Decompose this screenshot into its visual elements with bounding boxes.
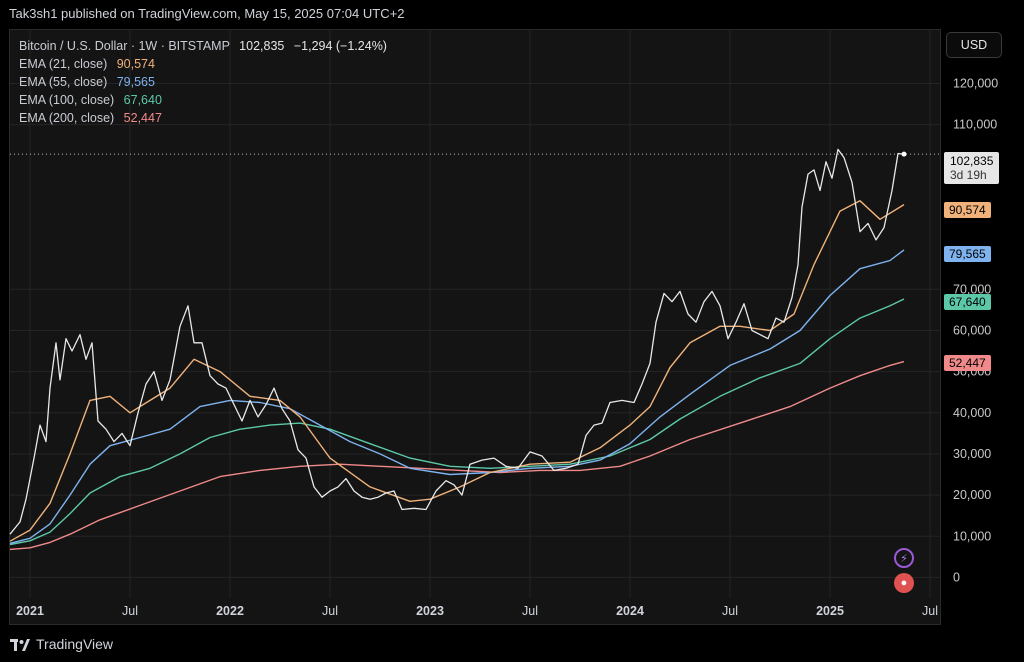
x-tick-label: Jul — [522, 604, 538, 618]
ema100-label: EMA (100, close) — [19, 93, 115, 107]
legend-ema21[interactable]: EMA (21, close) 90,574 — [19, 55, 387, 73]
y-tick-label: 110,000 — [953, 118, 997, 132]
y-tick-label: 120,000 — [953, 77, 998, 91]
y-tick-label: 40,000 — [953, 406, 991, 420]
x-tick-label: Jul — [122, 604, 138, 618]
x-tick-label: Jul — [322, 604, 338, 618]
x-tick-label: 2023 — [416, 604, 444, 618]
x-tick-label: 2025 — [816, 604, 844, 618]
tradingview-logo-icon — [10, 638, 30, 651]
publisher-line: Tak3sh1 published on TradingView.com, Ma… — [9, 6, 405, 21]
y-tick-label: 60,000 — [953, 323, 991, 337]
x-tick-label: Jul — [722, 604, 738, 618]
legend-ema200[interactable]: EMA (200, close) 52,447 — [19, 109, 387, 127]
x-tick-label: 2024 — [616, 604, 644, 618]
y-tick-label: 10,000 — [953, 529, 991, 543]
legend-ema55[interactable]: EMA (55, close) 79,565 — [19, 73, 387, 91]
series-line-price — [9, 148, 905, 535]
ema100-value: 67,640 — [123, 93, 162, 107]
series-line-ema55 — [9, 249, 905, 544]
ema200-value: 52,447 — [123, 111, 162, 125]
y-tick-label: 0 — [953, 570, 960, 584]
ema55-tag: 79,565 — [944, 246, 991, 262]
series-line-ema100 — [9, 298, 905, 546]
y-tick-label: 20,000 — [953, 488, 991, 502]
ema200-tag: 52,447 — [944, 355, 991, 371]
ema200-label: EMA (200, close) — [19, 111, 115, 125]
series-line-ema21 — [9, 200, 905, 542]
price-tag-value: 102,835 — [950, 154, 994, 168]
tradingview-brand: TradingView — [36, 636, 114, 652]
ema21-label: EMA (21, close) — [19, 57, 108, 71]
currency-button[interactable]: USD — [946, 32, 1002, 58]
ema55-value: 79,565 — [116, 75, 155, 89]
ema21-tag: 90,574 — [944, 202, 991, 218]
symbol-label: Bitcoin / U.S. Dollar · 1W · BITSTAMP — [19, 39, 230, 53]
price-tag-countdown: 3d 19h — [950, 168, 987, 182]
last-price-dot — [901, 151, 907, 157]
legend-main[interactable]: Bitcoin / U.S. Dollar · 1W · BITSTAMP 10… — [19, 37, 387, 55]
series-line-ema200 — [9, 360, 905, 551]
y-tick-label: 30,000 — [953, 447, 991, 461]
ema55-label: EMA (55, close) — [19, 75, 108, 89]
chart-legend: Bitcoin / U.S. Dollar · 1W · BITSTAMP 10… — [19, 37, 387, 127]
ema21-value: 90,574 — [116, 57, 155, 71]
price-tag: 102,835 3d 19h — [944, 152, 1000, 184]
symbol-last-price: 102,835 — [239, 39, 285, 53]
symbol-change: −1,294 (−1.24%) — [293, 39, 387, 53]
lightning-icon[interactable]: ⚡ — [894, 548, 914, 568]
tradingview-footer[interactable]: TradingView — [10, 636, 113, 652]
x-tick-label: 2021 — [16, 604, 44, 618]
x-tick-label: Jul — [922, 604, 938, 618]
ema100-tag: 67,640 — [944, 294, 991, 310]
chart-panel[interactable] — [9, 29, 941, 625]
us-flag-icon[interactable]: ● — [894, 573, 914, 593]
y-tick-label: 70,000 — [953, 282, 991, 296]
legend-ema100[interactable]: EMA (100, close) 67,640 — [19, 91, 387, 109]
x-tick-label: 2022 — [216, 604, 244, 618]
